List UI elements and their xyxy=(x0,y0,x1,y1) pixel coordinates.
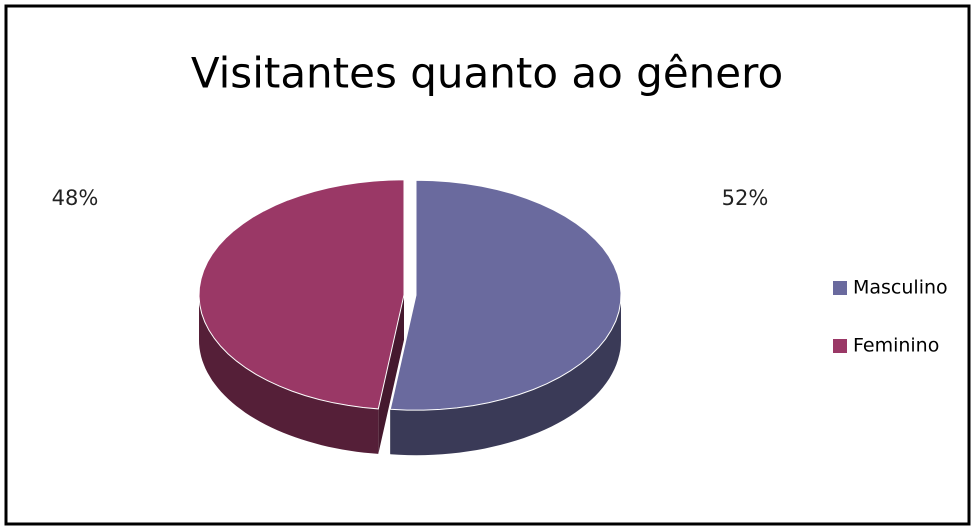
value-label: 48% xyxy=(52,186,99,210)
chart-title: Visitantes quanto ao gênero xyxy=(191,49,783,98)
legend-swatch xyxy=(833,281,847,295)
slice-wall xyxy=(378,294,405,454)
value-label: 52% xyxy=(722,186,769,210)
slice-side xyxy=(390,295,621,456)
slice xyxy=(389,179,622,411)
slice xyxy=(198,179,405,410)
legend-swatch xyxy=(833,339,847,353)
legend-label: Feminino xyxy=(853,335,939,357)
legend-label: Masculino xyxy=(853,277,948,299)
slice-side xyxy=(199,294,379,454)
